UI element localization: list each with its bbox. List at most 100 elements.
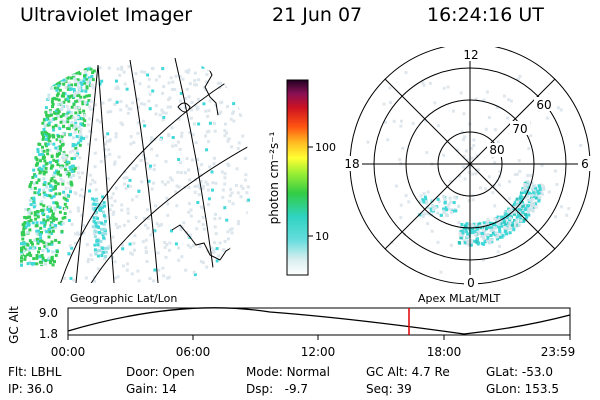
globe-speckle: [54, 78, 58, 82]
polar-speckle: [519, 219, 523, 223]
meridian-line: [75, 64, 99, 283]
globe-speckle: [62, 100, 66, 104]
globe-speckle: [48, 148, 52, 152]
globe-speckle: [77, 85, 81, 89]
info-seq: Seq: 39: [366, 382, 412, 396]
globe-speckle: [197, 220, 201, 223]
globe-speckle: [241, 187, 245, 190]
globe-speckle: [84, 77, 88, 81]
globe-speckle: [33, 213, 37, 217]
globe-speckle: [54, 201, 58, 205]
globe-speckle: [37, 178, 41, 182]
globe-speckle: [101, 205, 104, 209]
globe-speckle: [148, 277, 152, 280]
globe-speckle: [43, 262, 47, 266]
globe-speckle: [119, 121, 123, 125]
globe-speckle: [50, 113, 53, 117]
polar-speckle: [426, 222, 430, 226]
globe-speckle: [28, 260, 32, 264]
globe-speckle: [214, 212, 217, 216]
info-ip: IP: 36.0: [8, 382, 53, 396]
globe-speckle: [54, 226, 57, 230]
globe-speckle: [207, 129, 211, 133]
globe-speckle: [51, 102, 55, 106]
globe-speckle: [86, 81, 90, 85]
globe-speckle: [187, 210, 191, 214]
globe-speckle: [225, 85, 229, 88]
polar-speckle: [467, 199, 471, 203]
globe-speckle: [91, 197, 95, 201]
globe-speckle: [58, 210, 62, 214]
globe-speckle: [39, 236, 43, 240]
globe-speckle: [30, 262, 34, 265]
globe-speckle: [29, 241, 33, 244]
globe-speckle: [63, 276, 67, 280]
globe-speckle: [66, 181, 70, 185]
globe-speckle: [43, 181, 47, 184]
polar-speckle: [421, 81, 425, 85]
globe-speckle: [52, 72, 56, 76]
polar-speckle: [473, 239, 477, 243]
globe-speckle: [66, 127, 70, 130]
globe-speckle: [30, 197, 34, 200]
globe-speckle: [38, 153, 42, 157]
polar-speckle: [486, 239, 489, 243]
globe-speckle: [104, 250, 108, 254]
polar-speckle: [521, 201, 525, 205]
globe-speckle: [144, 250, 148, 254]
globe-speckle: [101, 195, 105, 199]
globe-speckle: [50, 232, 54, 235]
polar-speckle: [470, 230, 474, 234]
globe-speckle: [169, 176, 173, 180]
globe-speckle: [56, 111, 60, 115]
globe-speckle: [52, 83, 56, 87]
globe-speckle: [188, 82, 192, 86]
globe-speckle: [233, 249, 237, 253]
polar-speckle: [528, 208, 532, 212]
globe-speckle: [42, 164, 46, 168]
globe-speckle: [50, 155, 54, 159]
globe-speckle: [165, 243, 169, 246]
globe-speckle: [196, 201, 200, 204]
globe-speckle: [91, 207, 95, 210]
globe-speckle: [138, 82, 142, 86]
meridian-line: [174, 57, 216, 283]
globe-speckle: [226, 162, 230, 166]
polar-speckle: [436, 211, 440, 215]
polar-speckle: [502, 218, 506, 222]
globe-speckle: [106, 177, 110, 181]
globe-speckle: [226, 230, 230, 234]
globe-speckle: [63, 168, 67, 172]
globe-speckle: [51, 164, 55, 168]
globe-speckle: [59, 66, 63, 70]
globe-speckle: [67, 108, 71, 112]
globe-speckle: [166, 180, 170, 184]
globe-speckle: [42, 191, 46, 195]
info-label: Door:: [126, 365, 159, 379]
globe-speckle: [93, 151, 97, 155]
globe-speckle: [78, 143, 82, 147]
globe-speckle: [43, 193, 47, 196]
globe-speckle: [35, 221, 39, 225]
globe-speckle: [166, 105, 170, 109]
globe-speckle: [143, 70, 147, 74]
globe-speckle: [33, 239, 36, 242]
globe-speckle: [43, 220, 47, 224]
globe-speckle: [67, 99, 71, 103]
polar-speckle: [454, 196, 458, 200]
globe-speckle: [47, 182, 51, 186]
globe-speckle: [22, 227, 26, 231]
globe-speckle: [20, 256, 23, 260]
globe-speckle: [28, 228, 32, 232]
globe-speckle: [106, 246, 110, 250]
globe-speckle: [100, 231, 104, 235]
polar-speckle: [521, 210, 525, 214]
globe-speckle: [69, 190, 72, 194]
globe-speckle: [23, 215, 27, 219]
apex-label: Apex MLat/MLT: [418, 292, 501, 305]
polar-speckle: [462, 239, 466, 243]
polar-speckle: [471, 172, 475, 176]
globe-speckle: [48, 261, 52, 265]
polar-speckle: [484, 127, 488, 131]
globe-speckle: [223, 176, 227, 180]
